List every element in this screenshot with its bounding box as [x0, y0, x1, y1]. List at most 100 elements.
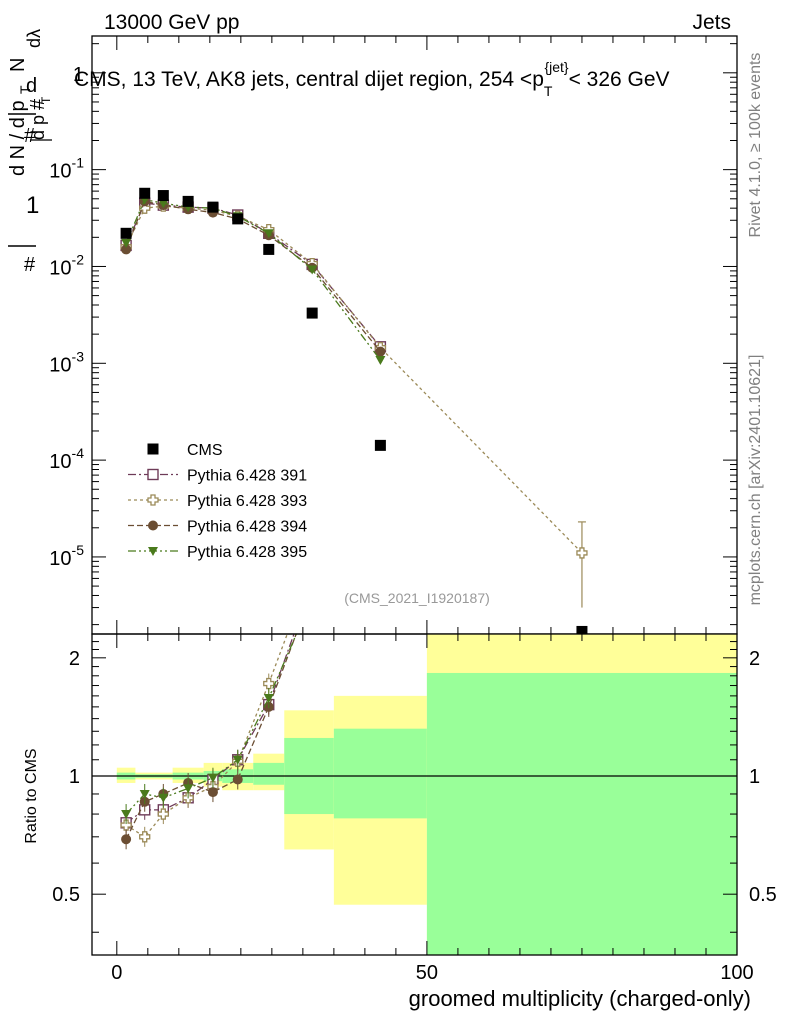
cms-data-point: [207, 201, 219, 213]
main-plot: 10-510-410-310-210-11: [49, 35, 738, 635]
chart-title-sup: {jet}: [544, 59, 568, 75]
chart-title: CMS, 13 TeV, AK8 jets, central dijet reg…: [74, 59, 670, 99]
y-tick-label: 10-1: [49, 155, 84, 183]
pythia-6-428-393-ratio-point: [263, 677, 275, 690]
y-axis-title-main: # 1 d N / d p T # d N # d p T dλ: [7, 29, 53, 276]
legend-label-pythia-6-428-393: Pythia 6.428 393: [187, 493, 307, 510]
y-tick-label-exp: -1: [72, 155, 85, 171]
pythia-6-428-393-ratio-point: [307, 562, 317, 572]
svg-text:#: #: [24, 254, 36, 276]
legend: CMS Pythia 6.428 391 Pythia 6.428 393 Pythi…: [128, 442, 307, 561]
pythia-6-428-394-ratio-point: [375, 391, 385, 401]
header-right: Jets: [692, 11, 731, 34]
y-tick-label-base: 10: [49, 161, 71, 183]
ratio-plot: 0 50 100 0.5 0.5 1 1 2 2: [52, 372, 777, 984]
pythia-6-428-394-ratio-point: [307, 587, 317, 597]
svg-text:N: N: [7, 58, 29, 72]
y-tick-label-base: 10: [49, 354, 71, 376]
y-tick-label-exp: -4: [72, 445, 85, 461]
pythia-6-428-395-ratio-point: [207, 773, 218, 783]
x-axis-title: groomed multiplicity (charged-only): [409, 986, 751, 1011]
pythia-6-428-394-point: [121, 244, 132, 255]
y-tick-label: 10-4: [49, 445, 84, 473]
cms-data-point: [157, 190, 169, 202]
pythia-6-428-394-ratio-point: [207, 787, 218, 798]
y-tick-label: 1: [73, 64, 84, 86]
legend-label-cms: CMS: [187, 442, 223, 459]
pythia-6-428-395-ratio-line: [125, 634, 298, 815]
reference-label: (CMS_2021_I1920187): [344, 590, 490, 606]
pythia-6-428-395-point: [158, 199, 169, 209]
ratio-y-tick-label: 2: [749, 648, 760, 670]
svg-text:#: #: [24, 125, 36, 147]
ratio-y-tick-label: 2: [69, 648, 80, 670]
svg-text:dλ: dλ: [24, 29, 44, 48]
header-left: 13000 GeV pp: [104, 11, 239, 34]
chart-title-sub: T: [544, 83, 553, 99]
y-tick-label-exp: -3: [72, 348, 85, 364]
ratio-frame: [91, 633, 738, 956]
cms-data-point: [306, 307, 318, 319]
svg-text:d: d: [26, 75, 37, 97]
legend-marker-pythia-6-428-395: [148, 547, 158, 556]
legend-marker-pythia-6-428-391: [147, 468, 159, 481]
chart-title-end: < 326 GeV: [569, 68, 670, 91]
pythia-6-428-391-ratio-point: [375, 372, 385, 382]
legend-marker-pythia-6-428-394: [148, 520, 158, 531]
svg-text:d p: d p: [28, 115, 48, 140]
y-tick-label-base: 10: [49, 548, 71, 570]
svg-text:T: T: [39, 96, 53, 104]
cms-data-point: [232, 213, 244, 225]
cms-data-point: [120, 227, 132, 239]
pythia-6-428-393-ratio-point: [375, 375, 385, 385]
y-tick-label: 10-5: [49, 542, 84, 570]
pythia-6-428-393-ratio-point: [157, 808, 169, 820]
main-series: [120, 187, 588, 634]
x-tick-label: 0: [111, 962, 122, 984]
chart-title-main: CMS, 13 TeV, AK8 jets, central dijet reg…: [74, 68, 544, 91]
cms-data-point: [139, 187, 151, 199]
pythia-6-428-395-ratio-point: [158, 793, 169, 803]
pythia-6-428-394-ratio-point: [121, 834, 132, 845]
svg-text:1: 1: [26, 192, 39, 219]
ratio-y-tick-label: 1: [69, 766, 80, 788]
y-tick-label-exp: -2: [72, 251, 85, 267]
mc-band-bin: [333, 728, 427, 819]
pythia-6-428-395-line: [125, 198, 381, 361]
pythia-6-428-395-ratio-point: [375, 426, 385, 435]
cms-data-point: [182, 195, 194, 207]
pythia-6-428-393-ratio-point: [120, 819, 132, 831]
legend-marker-pythia-6-428-393: [147, 494, 159, 506]
ratio-series: [120, 372, 385, 850]
side-text-mcplots: mcplots.cern.ch [arXiv:2401.10621]: [747, 355, 764, 606]
legend-label-pythia-6-428-391: Pythia 6.428 391: [187, 468, 307, 485]
pythia-6-428-395-ratio-point: [232, 755, 243, 765]
x-tick-label: 50: [416, 962, 438, 984]
side-text-rivet: Rivet 4.1.0, ≥ 100k events: [747, 53, 764, 238]
cms-data-point: [263, 243, 275, 255]
pythia-6-428-394-point: [375, 346, 386, 357]
pythia-6-428-391-ratio-point: [307, 578, 317, 588]
legend-marker-cms: [147, 443, 159, 455]
cms-data-point: [374, 439, 386, 451]
pythia-6-428-395-point: [263, 229, 274, 239]
svg-text:T: T: [17, 85, 33, 94]
pythia-6-428-395-ratio-point: [307, 593, 317, 602]
ratio-y-label: Ratio to CMS: [23, 748, 40, 843]
x-tick-label: 100: [720, 962, 753, 984]
pythia-6-428-395-ratio-point: [121, 810, 132, 820]
y-tick-label-base: 10: [49, 257, 71, 279]
pythia-6-428-394-line: [125, 200, 381, 353]
pythia-6-428-395-point: [307, 265, 318, 275]
pythia-6-428-395-ratio-point: [263, 694, 274, 704]
y-tick-label: 10-3: [49, 348, 84, 376]
pythia-6-428-393-point: [576, 547, 588, 559]
y-tick-label: 10-2: [49, 251, 84, 279]
pythia-6-428-393-ratio-point: [139, 831, 151, 843]
pythia-6-428-395-ratio-point: [139, 789, 150, 799]
pythia-6-428-393-ratio-line: [125, 634, 288, 838]
ratio-y-tick-label: 0.5: [749, 884, 777, 906]
pythia-6-428-395-point: [121, 238, 132, 248]
pythia-6-428-395-ratio-point: [183, 784, 194, 794]
svg-text:d N / d p: d N / d p: [7, 100, 29, 176]
